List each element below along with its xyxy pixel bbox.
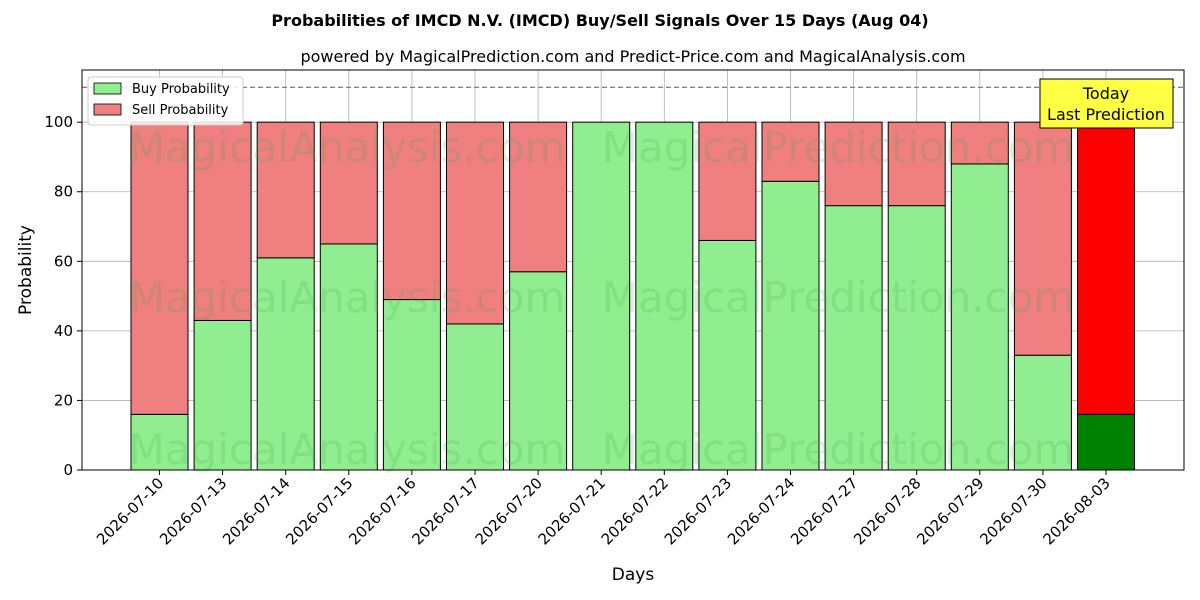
sell-bar <box>319 121 378 245</box>
buy-bar <box>1013 354 1072 471</box>
legend-swatch-sell <box>93 103 122 116</box>
buy-bar <box>319 243 378 471</box>
sell-bar <box>887 121 946 207</box>
annotation-line2: Last Prediction <box>1047 105 1165 124</box>
y-tick-label: 40 <box>54 322 73 340</box>
y-axis-label: Probability <box>16 225 36 315</box>
plot-frame <box>81 69 1185 471</box>
chart-title: Probabilities of IMCD N.V. (IMCD) Buy/Se… <box>271 11 928 30</box>
legend-label-sell: Sell Probability <box>132 103 229 118</box>
x-axis-label: Days <box>612 565 655 585</box>
sell-bar <box>824 121 883 207</box>
legend-box <box>87 76 244 126</box>
buy-bar <box>509 271 568 471</box>
legend: Buy Probability Sell Probability <box>87 76 244 126</box>
watermark-text: MagicalAnalysis.com <box>129 123 566 172</box>
sell-bar <box>130 121 189 415</box>
buy-bar <box>635 121 694 471</box>
sell-bar <box>698 121 757 241</box>
y-tick-label: 20 <box>54 391 73 409</box>
buy-bar <box>256 257 315 471</box>
y-tick-label: 0 <box>63 461 73 479</box>
buy-bar <box>446 323 504 471</box>
buy-bar <box>382 299 441 471</box>
plot-area: MagicalAnalysis.com MagicalPrediction.com… <box>44 69 1185 548</box>
buy-bar <box>824 205 883 471</box>
annotation-box <box>1039 78 1174 129</box>
sell-bar <box>193 121 252 321</box>
today-annotation: Today Last Prediction <box>1039 78 1174 129</box>
buy-bar <box>698 239 757 471</box>
legend-label-buy: Buy Probability <box>132 82 230 97</box>
sell-bar <box>950 121 1009 165</box>
buy-bar <box>950 163 1009 471</box>
sell-bar <box>761 121 820 182</box>
sell-bar <box>509 121 568 273</box>
buy-bar <box>761 180 820 471</box>
legend-swatch-buy <box>93 82 122 95</box>
sell-bar <box>1077 121 1135 415</box>
buy-bar <box>887 205 946 471</box>
watermark-text: MagicalAnalysis.com <box>129 425 566 474</box>
watermark-text: MagicalPrediction.com <box>602 273 1075 322</box>
sell-bar <box>446 121 504 325</box>
watermark-text: MagicalPrediction.com <box>602 123 1075 172</box>
y-tick-label: 60 <box>54 252 73 270</box>
buy-bar <box>572 121 631 471</box>
y-tick-label: 100 <box>44 113 73 131</box>
buy-bar <box>1077 413 1135 471</box>
chart-subtitle: powered by MagicalPrediction.com and Pre… <box>300 47 965 66</box>
sell-bar <box>382 121 441 301</box>
y-tick-label: 80 <box>54 183 73 201</box>
watermark-text: MagicalAnalysis.com <box>129 273 566 322</box>
sell-bar <box>1013 121 1072 356</box>
watermark-text: MagicalPrediction.com <box>602 425 1075 474</box>
sell-bar <box>256 121 315 259</box>
annotation-line1: Today <box>1082 84 1129 103</box>
